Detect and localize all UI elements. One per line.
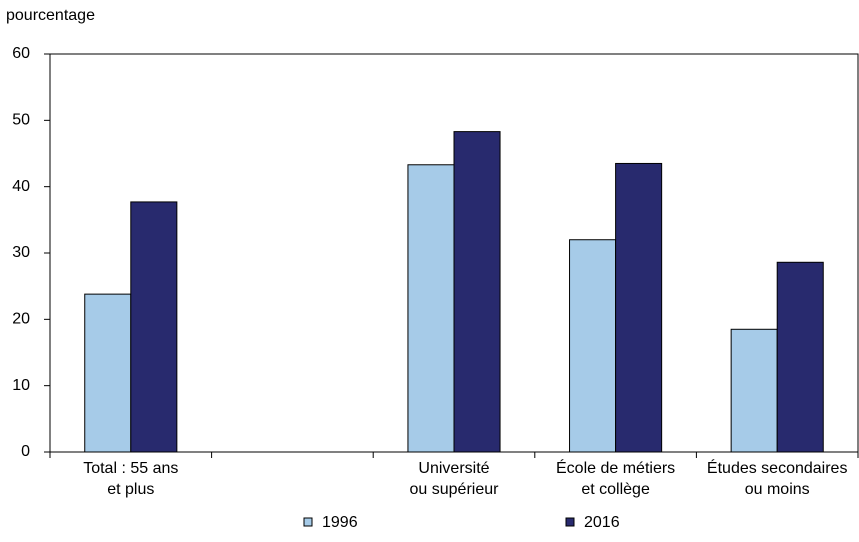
bar [776, 261, 824, 453]
bar [84, 293, 132, 453]
legend-label: 1996 [322, 514, 358, 531]
bar [569, 239, 617, 453]
y-tick-label: 30 [12, 244, 30, 261]
legend-swatch [303, 517, 313, 527]
y-tick-label: 10 [12, 377, 30, 394]
y-tick-label: 40 [12, 178, 30, 195]
x-tick-label: Total : 55 ans et plus [83, 460, 178, 498]
bar [130, 201, 178, 453]
bar [453, 131, 501, 453]
y-axis-label: pourcentage [6, 7, 95, 24]
x-tick-label: Études secondaires ou moins [707, 458, 848, 498]
legend-swatch [565, 517, 575, 527]
x-tick-label: Université ou supérieur [410, 460, 500, 498]
bar [615, 162, 663, 453]
y-tick-label: 60 [12, 45, 30, 62]
x-tick-label: École de métiers et collège [556, 458, 675, 498]
bar [730, 328, 778, 453]
legend-label: 2016 [584, 514, 620, 531]
bar [407, 164, 455, 453]
y-tick-label: 50 [12, 112, 30, 129]
y-tick-label: 0 [21, 443, 30, 460]
y-tick-label: 20 [12, 311, 30, 328]
